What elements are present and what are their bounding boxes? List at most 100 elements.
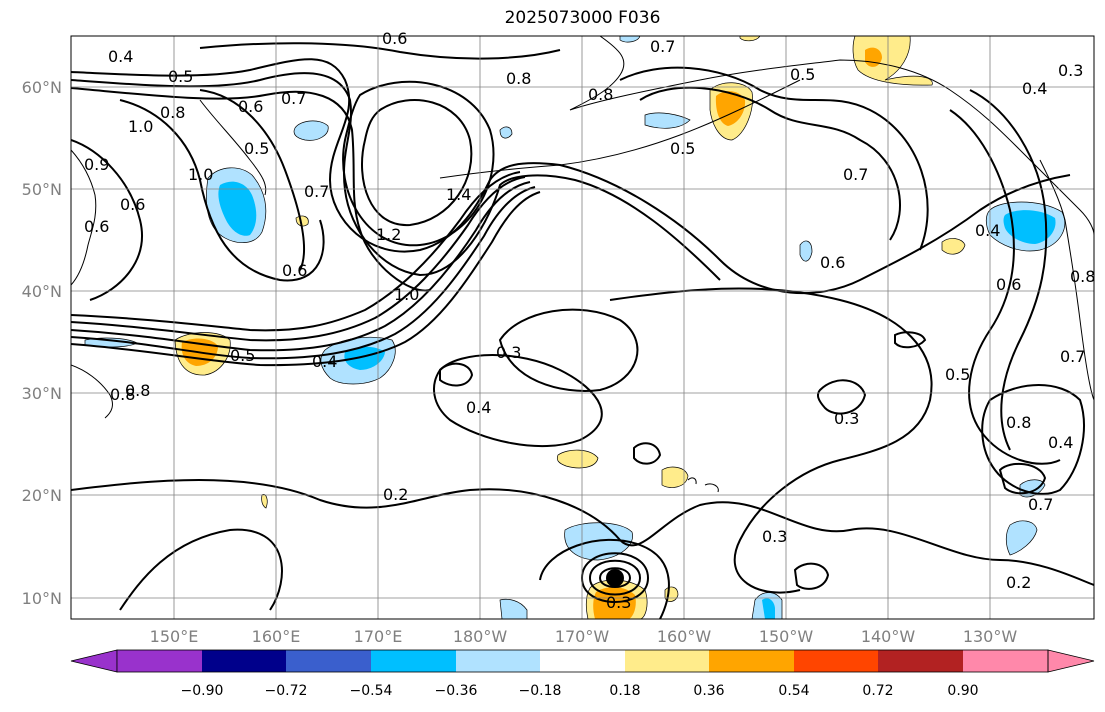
colorbar-tick-label: 0.72	[862, 683, 893, 699]
zonal-contour-b	[71, 176, 526, 342]
coastline-kamchatka	[199, 99, 267, 196]
contour-label: 0.7	[304, 182, 329, 201]
contour-label: 0.4	[108, 47, 133, 66]
contour-label: 1.0	[128, 117, 153, 136]
contour-label: 0.9	[84, 155, 109, 174]
contour-label: 0.8	[125, 381, 150, 400]
zonal-contour-e	[71, 191, 541, 367]
map-title: 2025073000 F036	[504, 8, 661, 28]
contour-label: 0.3	[606, 593, 631, 612]
lat-label: 30°N	[22, 384, 62, 403]
contour-lines	[71, 42, 1094, 619]
lon-label: 130°W	[963, 627, 1018, 646]
contour-label: 0.2	[1006, 573, 1031, 592]
contour-label: 0.6	[382, 29, 407, 48]
contour-small-6	[894, 331, 927, 349]
colorbar-segment	[709, 650, 794, 672]
contour-label: 0.3	[834, 409, 859, 428]
contour-small-1	[439, 362, 474, 387]
contour-label: 1.0	[188, 165, 213, 184]
coastline-japan	[71, 364, 113, 419]
contour-label: 0.5	[670, 139, 695, 158]
contour-label: 0.8	[160, 103, 185, 122]
lon-label: 170°E	[354, 627, 403, 646]
contour-eastpac-1	[981, 384, 1085, 495]
contour-0.2-b	[119, 528, 283, 611]
contour-label: 0.7	[843, 165, 868, 184]
contour-label: 0.6	[820, 253, 845, 272]
contour-gulf-1	[949, 109, 1061, 465]
orange-blob-5	[556, 449, 599, 469]
orange-blob-7	[941, 238, 966, 255]
jet-contour-2	[71, 72, 721, 281]
coastlines	[71, 36, 1094, 493]
contour-label: 0.5	[168, 67, 193, 86]
colorbar-segment	[878, 650, 963, 672]
colorbar-segment	[625, 650, 709, 672]
plot-frame	[70, 35, 1095, 620]
lon-label: 170°W	[555, 627, 610, 646]
colorbar-segment	[794, 650, 878, 672]
colorbar-tick-label: 0.18	[609, 683, 640, 699]
contour-label: 0.7	[1028, 495, 1053, 514]
lat-label: 40°N	[22, 282, 62, 301]
colorbar-segment	[963, 650, 1048, 672]
contour-label: 0.4	[312, 352, 337, 371]
lon-label: 150°W	[759, 627, 814, 646]
contour-label: 0.8	[506, 69, 531, 88]
colorbar-tick-label: −0.72	[265, 683, 308, 699]
colorbar-tick-label: −0.90	[181, 683, 224, 699]
contour-small-4	[633, 442, 662, 465]
lat-label: 50°N	[22, 180, 62, 199]
contour-small-3	[793, 562, 830, 590]
zonal-contour-c	[71, 181, 531, 352]
blue-blob-6	[1005, 520, 1038, 556]
contour-label: 0.7	[1060, 347, 1085, 366]
contour-label: 0.4	[975, 221, 1000, 240]
colorbar-tick-label: −0.18	[519, 683, 562, 699]
colorbar-extend-high	[1047, 649, 1095, 673]
colorbar-tick-label: 0.36	[693, 683, 724, 699]
colorbar-segment	[286, 650, 371, 672]
colorbar-tick-label: 0.90	[947, 683, 978, 699]
coastline-asia	[71, 149, 97, 286]
contour-0.3-east	[609, 287, 933, 594]
lon-label: 180°W	[453, 627, 508, 646]
contour-label: 0.5	[230, 346, 255, 365]
contour-label: 0.4	[1022, 79, 1047, 98]
contour-label: 0.2	[383, 485, 408, 504]
contour-label-group: 0.4 0.5 0.6 0.7 0.8 1.0 1.0 0.5 0.6 0.7 …	[84, 29, 1095, 612]
blue-core-kamchatka	[218, 181, 257, 236]
lon-label: 140°W	[861, 627, 916, 646]
colorbar-tick-label: −0.36	[435, 683, 478, 699]
contour-label: 0.6	[120, 195, 145, 214]
contour-label: 0.6	[282, 261, 307, 280]
lat-label: 20°N	[22, 486, 62, 505]
contour-small-2	[816, 379, 867, 415]
coastline-bc	[1039, 159, 1094, 401]
zonal-contour-a	[71, 171, 521, 332]
contour-label: 0.6	[238, 97, 263, 116]
orange-core-4	[593, 587, 636, 619]
lon-label: 160°E	[252, 627, 301, 646]
colorbar-tick-label: −0.54	[350, 683, 393, 699]
lat-label: 10°N	[22, 589, 62, 608]
contour-label: 0.8	[588, 85, 613, 104]
blue-core-9	[762, 598, 775, 619]
coastline-alaska	[569, 36, 1094, 236]
lon-axis: 150°E 160°E 170°E 180°W 170°W 160°W 150°…	[150, 627, 1018, 646]
contour-label: 0.7	[281, 89, 306, 108]
colorbar-tick-label: 0.54	[778, 683, 809, 699]
contour-label: 1.4	[446, 185, 471, 204]
colorbar-segment	[371, 650, 456, 672]
lat-label: 60°N	[22, 78, 62, 97]
contour-label: 0.3	[496, 343, 521, 362]
blue-blob-13	[799, 240, 813, 262]
lon-label: 160°W	[657, 627, 712, 646]
blue-core-5	[1003, 210, 1056, 244]
colorbar-segment	[202, 650, 286, 672]
colorbar-extend-low	[70, 649, 118, 673]
contour-label: 0.6	[996, 275, 1021, 294]
blue-blob-11	[499, 126, 513, 139]
